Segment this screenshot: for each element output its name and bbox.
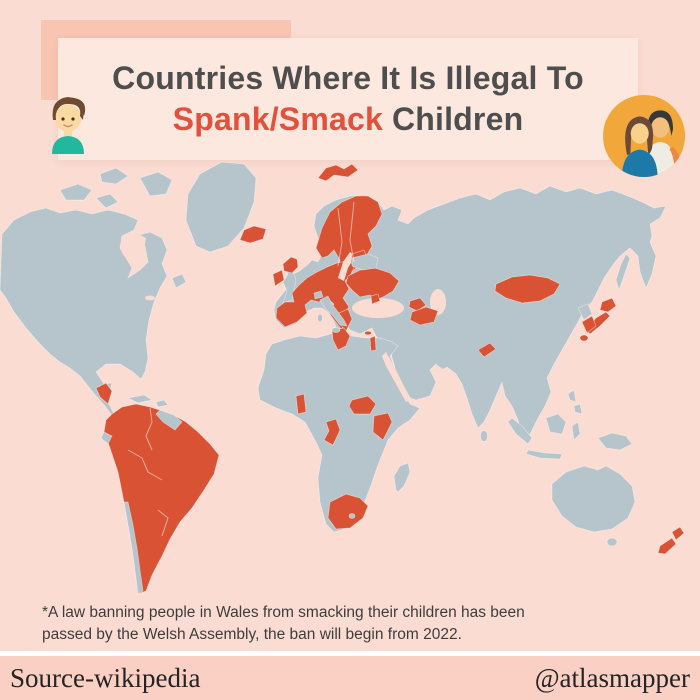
- great-lakes: [157, 292, 165, 298]
- region-greenland: [185, 161, 257, 253]
- region-kyushu-banned: [579, 334, 589, 342]
- region-new-guinea: [597, 432, 633, 451]
- region-north-america: [0, 207, 168, 419]
- region-switzerland: [313, 290, 324, 300]
- country-border-lines: [157, 509, 169, 537]
- region-eurasia: [273, 185, 667, 443]
- region-central-america-banned: [95, 382, 113, 405]
- region-africa: [257, 331, 421, 533]
- title-line2: Spank/Smack Children: [112, 99, 584, 140]
- region-arctic-islands: [59, 183, 93, 201]
- region-sulawesi: [571, 421, 581, 441]
- country-border-lines: [127, 449, 163, 481]
- title-line1: Countries Where It Is Illegal To: [112, 60, 584, 96]
- region-south-africa-banned: [327, 493, 369, 530]
- persian-gulf: [436, 364, 450, 380]
- region-great-britain: [281, 257, 299, 304]
- region-java: [525, 449, 563, 460]
- region-south-america-banned: [103, 403, 220, 595]
- title-line2-rest: Children: [391, 101, 524, 137]
- footnote-line1: *A law banning people in Wales from smac…: [42, 604, 525, 621]
- region-israel-banned: [369, 335, 377, 352]
- region-hokkaido-banned: [599, 297, 617, 313]
- footnote: *A law banning people in Wales from smac…: [42, 602, 602, 646]
- region-south-sudan-banned: [348, 395, 377, 415]
- region-australia: [551, 465, 636, 533]
- country-border-lines: [337, 207, 343, 267]
- map-overlays: [100, 201, 379, 595]
- title-banner: Countries Where It Is Illegal To Spank/S…: [58, 38, 638, 160]
- region-sardinia: [317, 313, 323, 323]
- region-mongolia-banned: [494, 274, 561, 304]
- parents-avatar-icon: [603, 95, 685, 177]
- footnote-line2: passed by the Welsh Assembly, the ban wi…: [42, 626, 462, 643]
- country-border-lines: [145, 407, 153, 451]
- region-europe-mainland-banned: [275, 260, 356, 330]
- region-cuba: [126, 394, 153, 404]
- region-borneo: [545, 413, 567, 435]
- banned-countries: [95, 163, 685, 595]
- region-ecuador: [100, 431, 113, 445]
- world-map: [0, 161, 685, 595]
- region-tasmania: [606, 537, 618, 547]
- region-sumatra: [507, 417, 533, 445]
- region-arctic-islands: [95, 193, 119, 209]
- baltic-sea: [338, 252, 355, 281]
- region-madagascar: [393, 462, 411, 493]
- region-crimea-banned: [370, 293, 381, 305]
- hudson-bay: [121, 232, 146, 266]
- region-baffin-island: [139, 171, 173, 197]
- region-turkmenistan-banned: [409, 306, 439, 326]
- caspian-sea: [430, 289, 446, 315]
- region-georgia-banned: [408, 297, 427, 312]
- footer-bar: Source-wikipedia @atlasmapper: [0, 656, 700, 700]
- separator-line: [0, 651, 700, 656]
- seas: [121, 232, 450, 402]
- region-baltics-banned: [350, 249, 369, 269]
- region-italy: [319, 295, 348, 327]
- region-nepal-banned: [477, 342, 497, 358]
- region-greece-banned: [338, 308, 353, 332]
- title-highlight: Spank/Smack: [172, 101, 383, 137]
- region-north-korea: [577, 303, 593, 321]
- region-hispaniola: [155, 399, 169, 408]
- page-title: Countries Where It Is Illegal To Spank/S…: [112, 58, 584, 140]
- region-south-korea-banned: [581, 315, 597, 334]
- region-lesotho: [348, 513, 356, 519]
- region-ireland-banned: [272, 269, 285, 287]
- region-kenya-banned: [372, 412, 393, 441]
- region-new-zealand-north-banned: [671, 526, 685, 541]
- region-scotland-banned: [282, 256, 299, 274]
- region-denmark-banned: [319, 268, 332, 281]
- region-sakhalin: [615, 253, 631, 292]
- region-sicily: [331, 327, 341, 333]
- region-svalbard-banned: [317, 163, 359, 182]
- region-newfoundland: [171, 273, 187, 289]
- region-philippines: [567, 389, 577, 403]
- region-sri-lanka: [480, 430, 488, 442]
- region-scandinavia-banned: [315, 195, 383, 282]
- red-sea: [382, 352, 412, 402]
- region-new-zealand-south-banned: [657, 537, 677, 555]
- region-guyanas: [155, 409, 183, 431]
- black-sea: [352, 298, 404, 318]
- region-honshu-banned: [585, 311, 611, 335]
- region-belarus: [351, 253, 379, 271]
- region-tunisia-banned: [331, 327, 351, 351]
- land-gray: [0, 161, 667, 547]
- region-chile: [123, 501, 144, 595]
- region-arctic-islands: [99, 167, 129, 185]
- region-benin-banned: [295, 393, 307, 415]
- region-ukraine-banned: [345, 267, 400, 301]
- child-avatar-icon: [44, 92, 92, 154]
- region-iceland-banned: [239, 225, 267, 244]
- region-philippines: [573, 403, 583, 415]
- great-lakes: [145, 295, 155, 301]
- country-border-lines: [349, 201, 355, 263]
- region-congo-banned: [323, 418, 341, 446]
- source-credit: Source-wikipedia: [10, 662, 201, 693]
- author-handle: @atlasmapper: [534, 662, 690, 693]
- region-cyprus-banned: [364, 330, 372, 336]
